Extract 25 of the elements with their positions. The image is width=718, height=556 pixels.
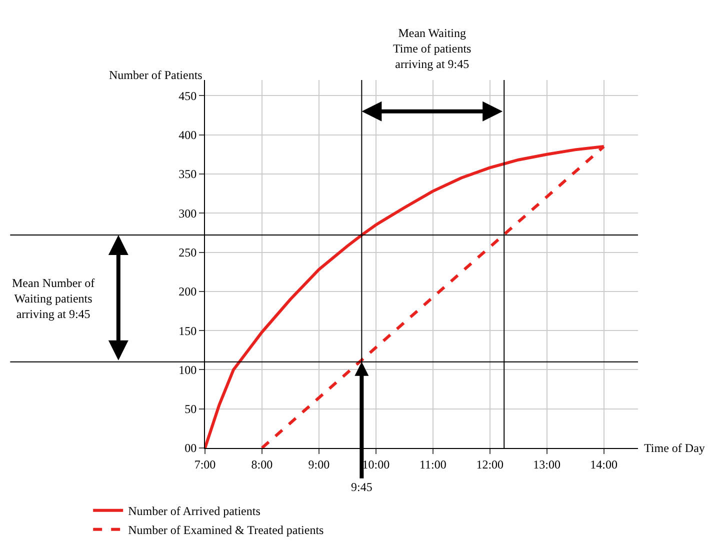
text: Mean Number of Waiting patients arriving at 9:45 [12,276,95,322]
y-tick-label: 200 [178,284,197,299]
x-tick-label: 14:00 [590,457,618,472]
y-tick-label: 450 [178,88,197,103]
y-tick-label: 400 [178,128,197,142]
x-tick-label: 8:00 [251,457,273,472]
x-axis-title: Time of Day [644,441,705,455]
text: Mean Waiting Time of patients arriving at 9:45 [393,26,472,72]
x-tick-label: 9:00 [308,457,330,472]
y-tick-label: 300 [178,206,197,220]
y-tick-label: 250 [178,245,197,260]
x-tick-label: 13:00 [533,457,561,472]
x-tick-label: 7:00 [194,457,216,472]
y-axis-title: Number of Patients [109,68,203,82]
x-tick-label: 11:00 [419,457,446,472]
legend-label: Number of Arrived patients [128,504,261,518]
y-tick-label: 150 [178,324,197,338]
y-tick-label: 50 [184,402,197,416]
annotation: 9:45 [351,480,372,494]
x-tick-label: 12:00 [476,457,504,472]
legend-label: Number of Examined & Treated patients [128,523,324,538]
x-tick-label: 10:00 [362,457,390,472]
y-tick-label: 350 [178,167,197,182]
y-tick-label: 00 [184,441,197,456]
y-tick-label: 100 [178,362,197,377]
